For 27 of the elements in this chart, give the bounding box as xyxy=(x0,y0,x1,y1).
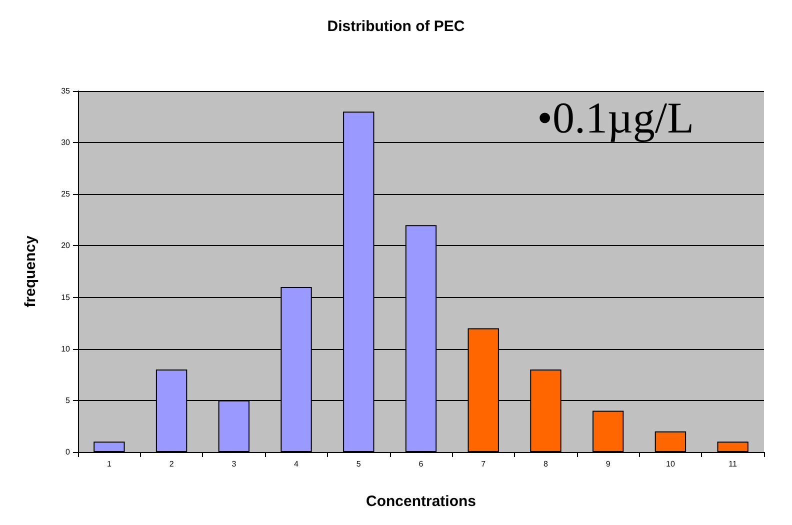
y-tick-label: 25 xyxy=(61,190,71,199)
x-tick-label: 11 xyxy=(728,460,738,468)
x-tick-label: 7 xyxy=(481,460,486,468)
chart-title: Distribution of PEC xyxy=(327,18,465,35)
x-tick-label: 6 xyxy=(418,460,424,468)
x-tick-label: 2 xyxy=(169,460,174,468)
bar xyxy=(654,431,686,452)
y-tick-label: 5 xyxy=(66,396,71,405)
x-tick-label: 9 xyxy=(606,460,611,468)
x-axis-title: Concentrations xyxy=(366,493,476,510)
bar xyxy=(717,442,748,452)
x-tick-label: 4 xyxy=(294,460,300,468)
x-tick-label: 3 xyxy=(232,460,237,468)
y-axis-title: frequency xyxy=(22,235,39,308)
x-tick-label: 5 xyxy=(356,460,362,468)
y-tick-label: 35 xyxy=(61,86,71,96)
y-tick-label: 0 xyxy=(66,448,71,456)
x-tick-label: 10 xyxy=(666,460,676,468)
y-tick-label: 10 xyxy=(61,344,71,354)
bar xyxy=(592,410,624,452)
x-tick-label: 8 xyxy=(544,460,548,468)
annotation: •0.1µg/L xyxy=(537,94,694,142)
x-tick-label: 1 xyxy=(106,460,112,468)
y-tick-label: 15 xyxy=(61,292,71,302)
bar xyxy=(94,442,125,452)
y-tick-label: 30 xyxy=(61,138,71,148)
y-tick-label: 20 xyxy=(61,241,71,250)
